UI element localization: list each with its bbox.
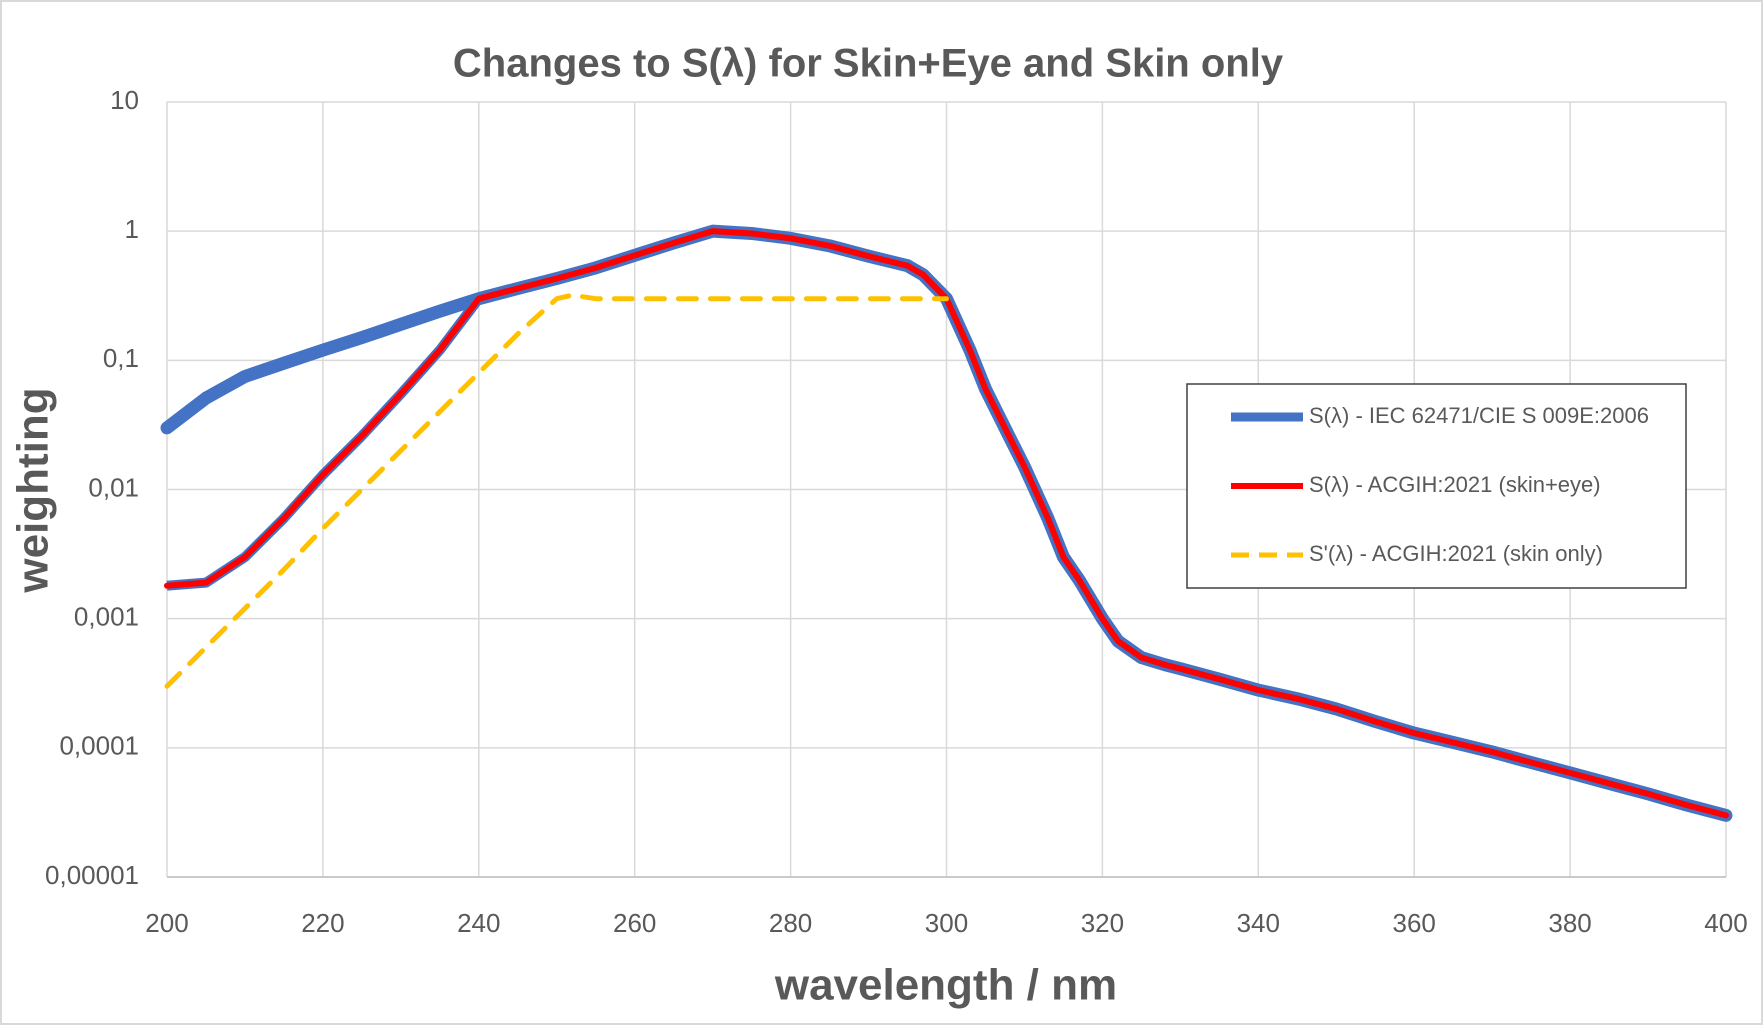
legend-label: S'(λ) - ACGIH:2021 (skin only): [1309, 541, 1603, 566]
x-tick-label: 300: [925, 908, 968, 938]
x-tick-label: 340: [1237, 908, 1280, 938]
x-axis-title: wavelength / nm: [774, 961, 1117, 1010]
x-tick-label: 360: [1393, 908, 1436, 938]
chart-title: Changes to S(λ) for Skin+Eye and Skin on…: [453, 42, 1284, 86]
y-tick-label: 0,00001: [45, 860, 139, 890]
x-tick-label: 260: [613, 908, 656, 938]
x-tick-label: 280: [769, 908, 812, 938]
legend-label: S(λ) - IEC 62471/CIE S 009E:2006: [1309, 403, 1649, 428]
x-tick-label: 220: [301, 908, 344, 938]
series-line: [164, 228, 1729, 819]
x-tick-label: 320: [1081, 908, 1124, 938]
y-tick-label: 0,001: [74, 602, 139, 632]
x-tick-label: 200: [145, 908, 188, 938]
y-tick-label: 0,1: [103, 343, 139, 373]
y-tick-label: 0,0001: [59, 731, 139, 761]
x-tick-label: 400: [1704, 908, 1747, 938]
y-axis-title: weighting: [9, 387, 58, 593]
y-tick-label: 1: [125, 214, 139, 244]
legend-label: S(λ) - ACGIH:2021 (skin+eye): [1309, 472, 1601, 497]
y-tick-label: 10: [110, 85, 139, 115]
x-tick-label: 240: [457, 908, 500, 938]
y-tick-label: 0,01: [88, 472, 139, 502]
x-tick-label: 380: [1548, 908, 1591, 938]
series-line: [164, 292, 949, 689]
